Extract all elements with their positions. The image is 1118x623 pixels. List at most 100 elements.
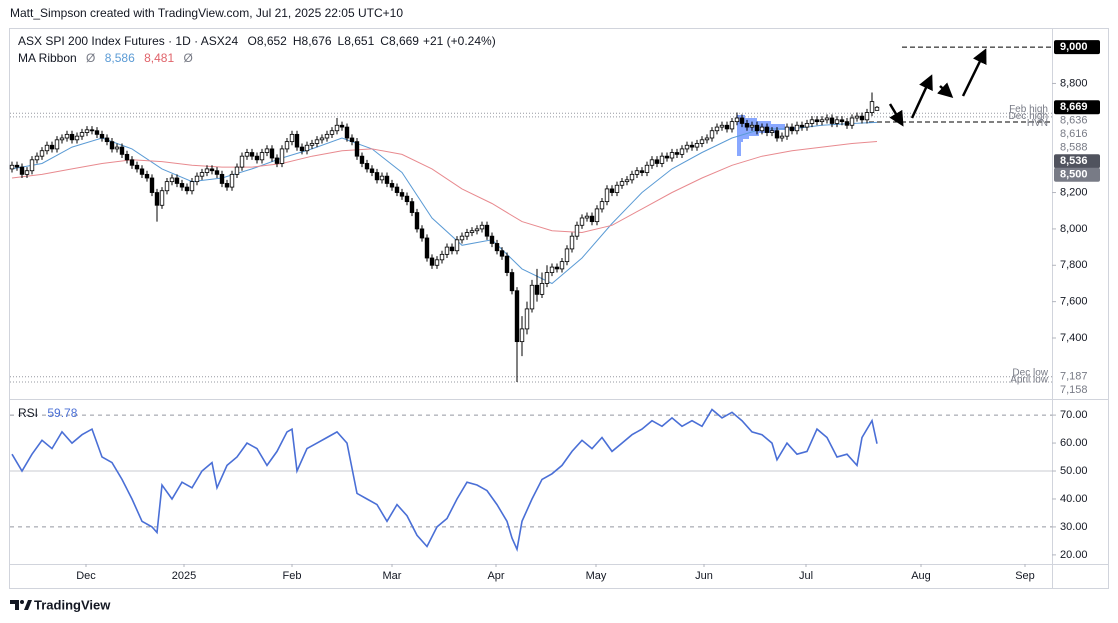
x-tick-label: Sep <box>1015 570 1035 582</box>
candle-body <box>229 173 235 188</box>
candle-body <box>184 186 190 192</box>
candle-body <box>149 177 155 193</box>
candle-body <box>464 232 470 237</box>
level-value-label: 8,616 <box>1060 128 1088 140</box>
price-marker: 8,669 <box>1060 101 1088 113</box>
candle-body <box>119 146 125 155</box>
y-tick-label: 40.00 <box>1060 493 1088 505</box>
candle-body <box>259 152 265 161</box>
candle-body <box>104 137 110 143</box>
rsi-title: RSI <box>18 406 38 420</box>
level-value-label: 8,636 <box>1060 115 1088 127</box>
candle-body <box>684 144 690 150</box>
candle-body <box>204 168 210 173</box>
candle-body <box>219 173 225 184</box>
candle-body <box>9 164 15 170</box>
level-label: Dec low <box>1012 367 1048 378</box>
candle-body <box>14 164 20 168</box>
price-marker-box <box>1054 154 1100 169</box>
candle-body <box>484 224 490 237</box>
candle-body <box>24 170 30 175</box>
candle-body <box>779 135 785 139</box>
ma-legend: MA Ribbon Ø 8,586 8,481 Ø <box>18 51 193 65</box>
chart-frame <box>9 28 1109 589</box>
candle-body <box>644 164 650 173</box>
candle-body <box>659 155 665 164</box>
candle-body <box>389 183 395 188</box>
x-tick-label: Dec <box>76 570 96 582</box>
level-label: HVN <box>1027 118 1048 129</box>
candle-body <box>309 143 315 146</box>
candle-body <box>609 188 615 193</box>
candle-body <box>829 117 835 124</box>
level-value-label: 7,187 <box>1060 371 1088 383</box>
candle-body <box>754 124 760 132</box>
level-label: April low <box>1010 374 1049 385</box>
candle-body <box>224 183 230 188</box>
candle-body <box>169 177 175 183</box>
candle-body <box>664 155 670 159</box>
ma-icon: Ø <box>183 51 192 65</box>
moving-average <box>11 141 878 234</box>
candle-body <box>534 284 540 295</box>
brand-name: TradingView <box>34 597 111 612</box>
candle-body <box>694 143 700 148</box>
candle-body <box>769 130 775 133</box>
candle-body <box>739 117 745 124</box>
y-tick-label: 7,800 <box>1060 259 1088 271</box>
candle-body <box>469 230 475 233</box>
candle-body <box>294 133 300 148</box>
candle-body <box>214 170 220 175</box>
ma-slow-value: 8,481 <box>144 51 174 65</box>
candle-body <box>129 159 135 166</box>
candle-body <box>624 179 630 183</box>
candle-body <box>189 181 195 192</box>
candle-body <box>839 119 845 123</box>
candle-body <box>304 144 310 152</box>
candle-body <box>29 159 35 172</box>
candle-body <box>394 186 400 193</box>
candle-body <box>69 133 75 141</box>
candle-body <box>94 130 100 135</box>
candle-body <box>799 124 805 128</box>
y-tick-label: 8,000 <box>1060 223 1088 235</box>
author-line: Matt_Simpson created with TradingView.co… <box>10 6 403 20</box>
candle-body <box>439 253 445 261</box>
candle-body <box>384 175 390 184</box>
candle-body <box>274 157 280 164</box>
candle-body <box>724 124 730 130</box>
price-marker-box <box>1054 40 1100 55</box>
candle-body <box>599 201 605 210</box>
candle-body <box>574 224 580 237</box>
candle-body <box>279 148 285 164</box>
candle-body <box>614 184 620 193</box>
price-marker: 9,000 <box>1060 41 1088 53</box>
y-tick-label: 30.00 <box>1060 521 1088 533</box>
x-tick-label: Feb <box>283 570 302 582</box>
candle-body <box>124 153 130 161</box>
candle-body <box>654 159 660 164</box>
x-tick-label: Jul <box>799 570 813 582</box>
candle-body <box>379 175 385 181</box>
candle-body <box>634 170 640 175</box>
candle-body <box>459 235 465 241</box>
candle-body <box>159 190 165 206</box>
ohlc-key: H <box>293 34 302 48</box>
candle-body <box>579 217 585 226</box>
candle-body <box>564 248 570 263</box>
rsi-line <box>11 408 878 553</box>
candle-body <box>414 212 420 230</box>
candle-body <box>99 133 105 139</box>
candle-body <box>434 259 440 266</box>
candle-body <box>499 250 505 257</box>
ma-fast-value: 8,586 <box>105 51 135 65</box>
candle-body <box>404 195 410 203</box>
candle-body <box>84 129 90 133</box>
candle-body <box>809 119 815 124</box>
candle-body <box>324 133 330 139</box>
symbol-title: ASX SPI 200 Index Futures · 1D · ASX24 <box>18 34 238 48</box>
ohlc-value: 8,651 <box>344 34 374 48</box>
candle-body <box>639 170 645 173</box>
candle-body <box>349 137 355 143</box>
